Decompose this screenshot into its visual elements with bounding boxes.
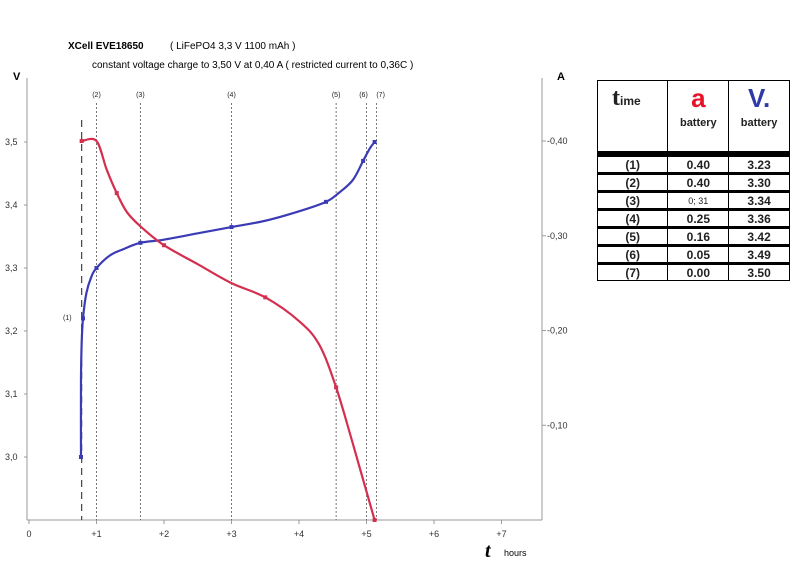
table-row: (6) 0.05 3.49 [596,244,790,264]
table-header-voltage-sub: battery [740,117,778,129]
table-cell-current: 0.25 [667,208,730,228]
marker-label: (4) [227,92,236,99]
table-cell-current: 0.16 [667,226,730,246]
table-cell-voltage: 3.42 [728,226,790,246]
table-header-voltage: V. battery [728,80,790,155]
table-row: (1) 0.40 3.23 [596,151,790,174]
table-cell-voltage: 3.50 [728,262,790,281]
y-right-tick-label: -0,40 [547,136,568,146]
chart-title: XCell EVE18650 [68,41,144,52]
marker-label: (2) [92,92,101,99]
marker-label: (5) [332,92,341,99]
axis-ticks: 0 +1 +2 +3 +4 +5 +6 +7 3,0 3,1 3,2 3,3 3,4 3,5 -0,10 -0… [5,136,568,539]
table-cell-current: 0.40 [667,151,730,174]
marker-label: (7) [376,92,385,99]
table-cell-current: 0.05 [667,244,730,264]
y-left-axis-label: V [13,71,21,83]
table-header-voltage-big: V. [748,83,771,113]
voltage-point [138,240,143,245]
x-tick-label: +2 [159,529,169,539]
x-axis-unit: hours [504,548,527,558]
table-cell-current: 0.40 [667,172,730,192]
table-row: (7) 0.00 3.50 [596,262,790,281]
x-tick-label: +1 [91,529,101,539]
table-row: (2) 0.40 3.30 [596,172,790,192]
voltage-point [361,158,366,163]
x-axis-symbol: t [485,540,492,562]
y-right-tick-label: -0,30 [547,231,568,241]
table-header-current: a battery [667,80,730,155]
y-right-tick-label: -0,20 [547,326,568,336]
voltage-curve [79,141,376,458]
table-cell-current: 0.00 [667,262,730,281]
table-cell-voltage: 3.49 [728,244,790,264]
voltage-point [78,455,83,459]
y-left-tick-label: 3,5 [5,137,18,147]
data-table: time a battery V. battery (1) 0.40 3.23 … [596,80,790,281]
data-series [78,137,377,522]
voltage-point [94,266,99,270]
current-point [263,295,268,300]
x-tick-label: +6 [429,529,439,539]
table-row: (3) 0; 31 3.34 [596,190,790,210]
table-header-current-big: a [691,83,706,113]
current-point [79,139,84,143]
y-left-tick-label: 3,0 [5,452,18,462]
x-tick-label: +4 [294,529,304,539]
x-tick-label: +7 [496,529,506,539]
y-left-tick-label: 3,3 [5,263,18,273]
marker-label: (6) [359,92,368,99]
table-cell-time: (7) [596,262,669,281]
table-cell-voltage: 3.34 [728,190,790,210]
table-cell-current: 0; 31 [667,190,730,210]
x-tick-label: 0 [26,529,31,539]
table-cell-voltage: 3.23 [728,151,790,174]
event-markers: (1) (2) (3) (4) (5) (6) (7) [63,92,385,520]
marker-label: (1) [63,315,72,322]
table-cell-time: (5) [596,226,669,246]
table-row: (5) 0.16 3.42 [596,226,790,246]
table-header-current-sub: battery [679,117,717,129]
charge-chart: XCell EVE18650 ( LiFePO4 3,3 V 1100 mAh … [5,41,568,562]
voltage-point [229,225,234,230]
y-left-tick-label: 3,4 [5,200,18,210]
current-point [162,243,166,248]
y-left-tick-label: 3,1 [5,389,18,399]
voltage-point [324,199,328,204]
chart-title-spec: ( LiFePO4 3,3 V 1100 mAh ) [170,41,295,52]
x-tick-label: +5 [361,529,371,539]
table-cell-voltage: 3.36 [728,208,790,228]
table-row: (4) 0.25 3.36 [596,208,790,228]
current-point [114,191,119,196]
x-tick-label: +3 [226,529,236,539]
table-header-time: time [596,80,669,155]
table-header-time-small: ime [620,94,641,108]
table-cell-time: (1) [596,151,669,174]
voltage-point [81,316,85,321]
table-cell-time: (6) [596,244,669,264]
table-cell-voltage: 3.30 [728,172,790,192]
table-cell-time: (4) [596,208,669,228]
current-point [372,518,377,522]
current-curve [81,137,376,521]
table-cell-time: (2) [596,172,669,192]
current-point [334,385,339,390]
y-right-tick-label: -0,10 [547,420,568,430]
axes [26,78,543,521]
voltage-point [372,140,377,144]
marker-label: (3) [136,92,145,99]
chart-subtitle: constant voltage charge to 3,50 V at 0,4… [92,60,413,71]
table-header-time-big: t [612,85,620,111]
y-right-axis-label: A [557,71,565,83]
table-cell-time: (3) [596,190,669,210]
y-left-tick-label: 3,2 [5,326,18,336]
